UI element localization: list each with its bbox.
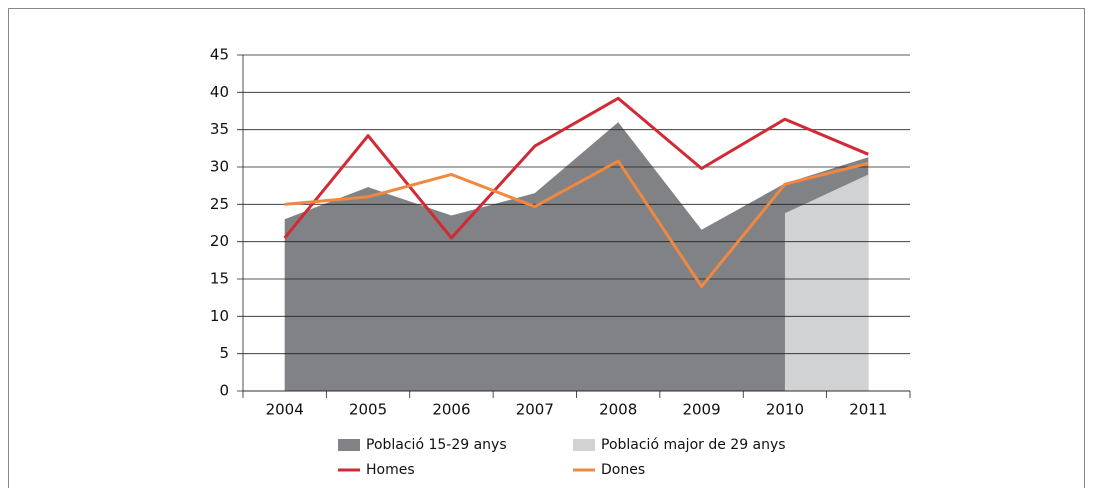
y-tick-label: 5 xyxy=(219,344,229,362)
legend-label: Població 15-29 anys xyxy=(366,437,507,453)
x-tick-label: 2005 xyxy=(349,401,387,419)
line xyxy=(284,159,869,288)
area xyxy=(784,174,869,391)
legend-label: Població major de 29 anys xyxy=(601,437,786,453)
legend-label: Dones xyxy=(601,462,645,478)
x-tick-label: 2011 xyxy=(849,401,887,419)
frame xyxy=(8,8,1085,488)
y-tick-label: 35 xyxy=(210,120,229,138)
area xyxy=(284,122,869,391)
line xyxy=(283,96,869,240)
x-tick-label: 2006 xyxy=(432,401,470,419)
x-tick-label: 2008 xyxy=(599,401,637,419)
legend-label: Homes xyxy=(366,462,415,478)
x-tick-label: 2009 xyxy=(682,401,720,419)
y-tick-label: 0 xyxy=(219,382,229,400)
y-tick-label: 20 xyxy=(210,232,229,250)
y-tick-label: 15 xyxy=(210,270,229,288)
y-tick-label: 45 xyxy=(210,46,229,64)
y-tick-label: 25 xyxy=(210,195,229,213)
y-tick-label: 10 xyxy=(210,307,229,325)
x-tick-label: 2007 xyxy=(516,401,554,419)
y-tick-label: 40 xyxy=(210,83,229,101)
y-tick-label: 30 xyxy=(210,158,229,176)
legend-swatch xyxy=(573,439,595,451)
legend-swatch xyxy=(338,439,360,451)
x-tick-label: 2004 xyxy=(266,401,304,419)
x-tick-label: 2010 xyxy=(766,401,804,419)
